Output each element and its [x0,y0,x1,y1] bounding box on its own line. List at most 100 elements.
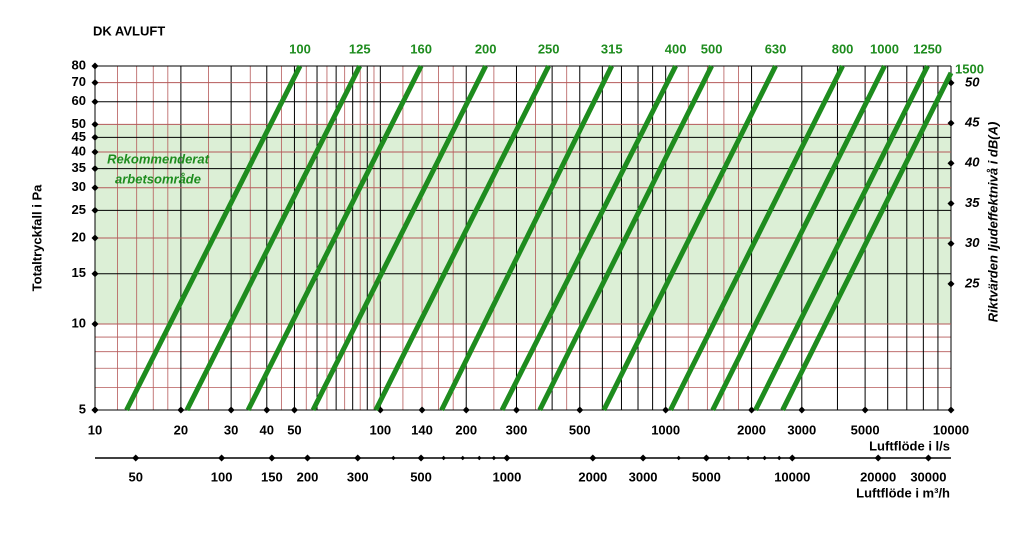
y-tick-mark [91,148,99,156]
x-tick-mark [91,406,99,414]
series-label: 500 [701,41,723,56]
x-tick-label: 10000 [933,422,969,437]
duct-line [780,71,954,412]
y-tick-label: 5 [79,401,86,416]
x-tick-label: 1000 [651,422,680,437]
y-tick-mark [91,79,99,87]
y2-axis-title: Riktvärden ljudeffektnivå i dB(A) [985,122,1000,323]
x-tick-label: 50 [287,422,301,437]
x-tick-label: 200 [455,422,477,437]
y2-tick-mark [947,119,955,127]
x2-tick-label: 300 [347,469,369,484]
y-tick-mark [91,234,99,242]
series-label: 630 [765,41,787,56]
x2-minor-tick [477,455,482,461]
x2-tick-mark [639,454,647,462]
duct-line [310,64,488,412]
series-label: 1500 [955,61,984,76]
x2-tick-mark [788,454,796,462]
x-tick-label: 40 [260,422,274,437]
y-tick-label: 50 [72,116,86,131]
series-label: 315 [601,41,623,56]
duct-line [184,64,362,412]
duct-line [124,64,303,412]
series-label: 160 [410,41,432,56]
x-tick-mark [662,406,670,414]
y-tick-label: 70 [72,74,86,89]
x-tick-mark [290,406,298,414]
x2-minor-tick [441,455,446,461]
x2-tick-mark [924,454,932,462]
y-tick-label: 60 [72,93,86,108]
y-tick-mark [91,98,99,106]
y2-tick-mark [947,240,955,248]
x-tick-mark [418,406,426,414]
x2-tick-label: 100 [211,469,233,484]
x-tick-label: 30 [224,422,238,437]
y-tick-mark [91,184,99,192]
x2-minor-tick [491,455,497,461]
y-tick-mark [91,120,99,128]
duct-line [439,64,614,412]
x-tick-label: 100 [369,422,391,437]
x-tick-mark [748,406,756,414]
x2-tick-label: 5000 [692,469,721,484]
x2-tick-mark [268,454,276,462]
annotation: Rekommenderat [107,151,210,166]
duct-line [710,64,887,412]
series-label: 1250 [913,41,942,56]
x-tick-mark [263,406,271,414]
series-label: 125 [349,41,371,56]
x2-tick-label: 150 [261,469,283,484]
x2-minor-tick [676,455,681,461]
x2-tick-mark [874,454,882,462]
y-tick-mark [91,133,99,141]
y-tick-label: 45 [72,129,86,144]
x-tick-label: 10 [88,422,102,437]
x2-tick-mark [303,454,311,462]
x-tick-label: 20 [174,422,188,437]
x2-minor-tick [391,455,396,461]
x2-tick-mark [417,454,425,462]
x-tick-mark [947,406,955,414]
x-tick-label: 140 [411,422,433,437]
y2-tick-label: 50 [965,74,980,89]
x-axis-title: Luftflöde i l/s [869,438,950,453]
duct-line [601,64,778,412]
series-label: 250 [538,41,560,56]
y-tick-mark [91,270,99,278]
x-tick-label: 500 [569,422,591,437]
x2-tick-mark [132,454,140,462]
x2-tick-label: 500 [410,469,432,484]
x-tick-label: 3000 [787,422,816,437]
x2-tick-label: 30000 [910,469,946,484]
y2-tick-label: 45 [964,115,980,130]
duct-line [245,64,424,412]
x-tick-mark [462,406,470,414]
y-axis-title: Totaltryckfall i Pa [29,184,44,291]
series-label: 800 [832,41,854,56]
y-tick-label: 30 [72,179,86,194]
x-tick-label: 5000 [851,422,880,437]
x-tick-mark [177,406,185,414]
y2-tick-label: 30 [965,235,980,250]
y-tick-label: 25 [72,202,86,217]
y2-tick-mark [947,159,955,167]
x2-tick-mark [503,454,511,462]
x-tick-mark [861,406,869,414]
x2-minor-tick [777,455,782,461]
series-label: 100 [289,41,311,56]
y2-tick-mark [947,199,955,207]
x2-tick-label: 10000 [774,469,810,484]
x2-tick-label: 1000 [492,469,521,484]
duct-line [753,64,930,412]
x2-tick-mark [354,454,362,462]
x-tick-label: 2000 [737,422,766,437]
duct-line [373,64,551,412]
x2-tick-mark [218,454,226,462]
chart-title: DK AVLUFT [93,23,165,38]
duct-line [499,64,678,412]
x-tick-label: 300 [506,422,528,437]
x-tick-mark [576,406,584,414]
y-tick-label: 20 [72,229,86,244]
